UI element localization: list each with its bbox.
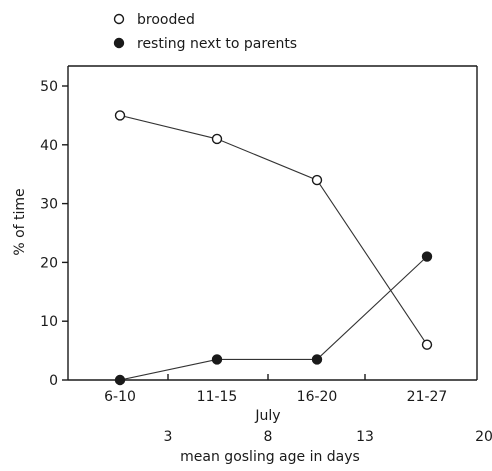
series-line-0	[119, 114, 428, 346]
legend-label-brooded: brooded	[137, 12, 195, 28]
data-point-1	[421, 251, 433, 262]
x-ticks: 6-10 11-15 16-20 21-27	[104, 374, 447, 405]
legend-marker-resting	[113, 37, 125, 49]
month-label: July	[254, 408, 280, 424]
age-tick-label: 8	[264, 429, 273, 445]
x-tick-label: 16-20	[297, 389, 338, 405]
data-point-1	[311, 354, 323, 365]
age-ticks: 3 8 13 20	[164, 429, 492, 445]
y-ticks: 0 10 20 30 40 50	[40, 79, 68, 389]
data-point-0	[211, 133, 223, 145]
age-tick-label: 13	[356, 429, 374, 445]
data-point-0	[311, 174, 323, 186]
age-tick-label: 3	[164, 429, 173, 445]
series-line-1	[119, 256, 428, 381]
axes	[67, 65, 478, 381]
series-points	[114, 110, 433, 386]
x-axis-label: mean gosling age in days	[180, 449, 360, 465]
age-tick-label: 20	[475, 429, 492, 445]
data-point-1	[114, 374, 126, 386]
legend: brooded resting next to parents	[113, 12, 297, 52]
x-tick-label: 21-27	[407, 389, 448, 405]
legend-marker-brooded	[113, 13, 125, 25]
y-tick-label: 30	[40, 197, 58, 213]
data-point-1	[211, 354, 223, 365]
series-lines	[119, 114, 428, 381]
y-tick-label: 10	[40, 314, 58, 330]
y-tick-label: 40	[40, 138, 58, 154]
y-tick-label: 50	[40, 79, 58, 95]
data-point-0	[421, 339, 433, 350]
y-tick-label: 20	[40, 255, 58, 271]
y-axis-label: % of time	[12, 188, 28, 255]
x-tick-label: 6-10	[104, 389, 136, 405]
x-tick-label: 11-15	[197, 389, 238, 405]
legend-label-resting: resting next to parents	[137, 36, 297, 52]
y-tick-label: 0	[49, 373, 58, 389]
data-point-0	[114, 110, 126, 121]
